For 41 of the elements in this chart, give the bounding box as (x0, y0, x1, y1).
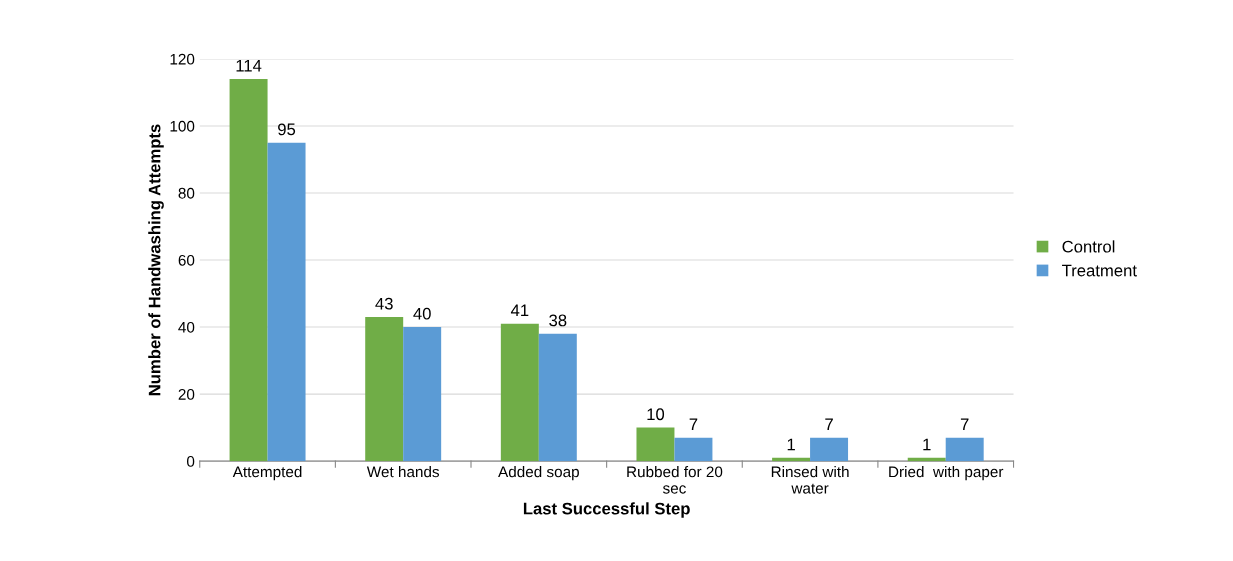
bar (267, 142, 306, 462)
y-tick-label: 20 (178, 388, 195, 400)
x-tick-label: Wet hands (366, 466, 440, 478)
data-label: 7 (960, 418, 969, 431)
bar (907, 457, 946, 462)
x-tick-label: Rinsed with water (771, 466, 849, 494)
data-label: 10 (647, 408, 665, 421)
bar (403, 327, 442, 462)
bar (538, 333, 577, 462)
x-tick-label: Added soap (498, 466, 579, 481)
data-label: 1 (923, 438, 931, 451)
bar (500, 323, 539, 462)
data-label: 1 (787, 438, 795, 451)
x-tick-label: Attempted (232, 466, 302, 481)
y-tick-label: 120 (170, 53, 195, 65)
bar (229, 79, 268, 462)
data-label: 95 (278, 123, 296, 136)
bar (772, 457, 811, 462)
y-tick-label: 60 (178, 254, 195, 266)
y-tick-label: 40 (178, 321, 195, 333)
bar (674, 437, 713, 462)
legend-label: Control (1062, 240, 1115, 253)
data-label: 114 (236, 59, 262, 72)
bar (636, 427, 675, 462)
x-axis-title: Last Successful Step (523, 502, 690, 518)
x-tick-label: Rubbed for 20 sec (627, 466, 723, 494)
data-label: 43 (375, 297, 393, 310)
legend-label: Treatment (1062, 264, 1137, 277)
y-tick-label: 0 (186, 456, 195, 467)
bar (810, 437, 849, 462)
y-axis-title: Number of Handwashing Attempts (148, 124, 164, 396)
data-label: 41 (510, 304, 529, 317)
y-tick-label: 80 (178, 187, 195, 199)
x-tick-label: Dried with paper (889, 466, 1004, 481)
y-tick-label: 100 (170, 120, 195, 132)
bar (365, 317, 404, 462)
data-label: 38 (549, 314, 567, 327)
bar (945, 437, 984, 462)
data-label: 7 (689, 418, 698, 431)
data-label: 40 (413, 307, 431, 320)
data-label: 7 (825, 418, 833, 431)
